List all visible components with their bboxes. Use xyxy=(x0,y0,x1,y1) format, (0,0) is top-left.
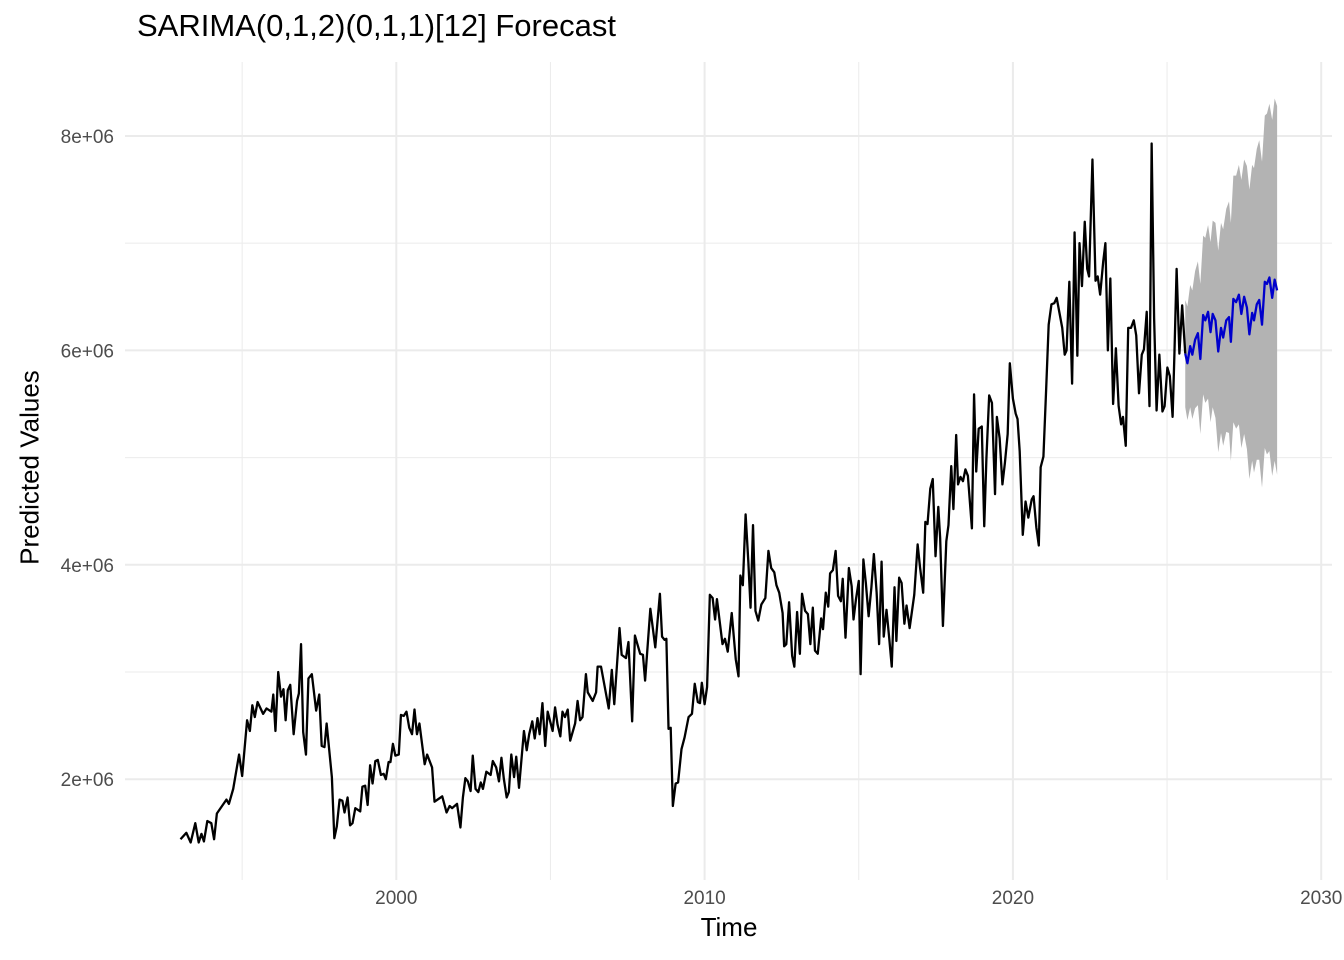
y-tick-label: 4e+06 xyxy=(61,556,114,577)
y-axis-title: Predicted Values xyxy=(14,370,45,565)
x-tick-label: 2030 xyxy=(1300,888,1342,909)
forecast-series-line xyxy=(1184,276,1279,365)
x-tick-label: 2020 xyxy=(992,888,1034,909)
y-tick-label: 2e+06 xyxy=(61,770,114,791)
y-tick-label: 6e+06 xyxy=(61,341,114,362)
x-tick-label: 2010 xyxy=(683,888,725,909)
x-tick-label: 2000 xyxy=(375,888,417,909)
y-tick-label: 8e+06 xyxy=(61,127,114,148)
observed-series-line xyxy=(179,142,1187,844)
x-axis-title: Time xyxy=(700,912,758,942)
chart-title: SARIMA(0,1,2)(0,1,1)[12] Forecast xyxy=(137,8,616,43)
forecast-interval-band xyxy=(1185,98,1278,488)
